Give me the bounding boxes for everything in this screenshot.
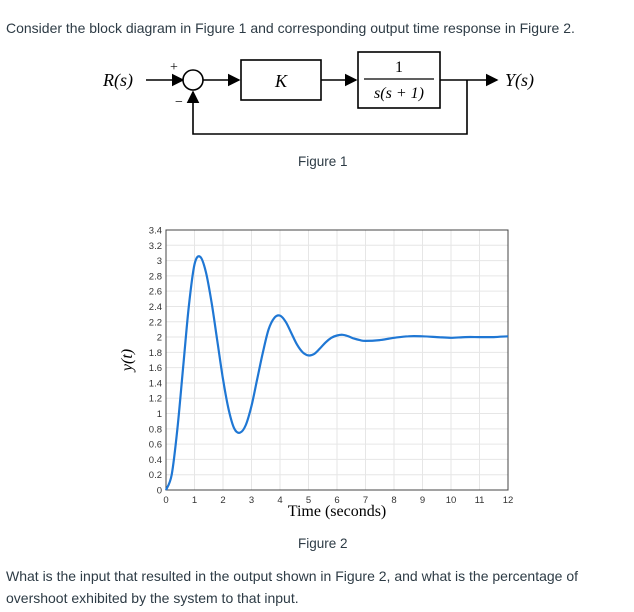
y-tick-label: 2.4 [149,302,162,313]
question-line-1: What is the input that resulted in the o… [6,568,579,584]
x-tick-label: 9 [420,495,425,506]
y-tick-label: 1.6 [149,363,162,374]
summing-junction [182,69,204,91]
y-tick-label: 0.8 [149,424,162,435]
y-tick-label: 2.6 [149,287,162,298]
plant-numerator: 1 [395,59,403,76]
y-tick-label: 0.4 [149,455,162,466]
y-tick-label: 0.6 [149,440,162,451]
x-tick-label: 2 [220,495,225,506]
x-tick-label: 5 [306,495,311,506]
output-label: Y(s) [505,70,534,91]
minus-sign: − [175,95,183,110]
intro-text: Consider the block diagram in Figure 1 a… [6,20,575,36]
x-tick-label: 0 [163,495,168,506]
controller-label: K [274,71,288,91]
x-tick-label: 3 [249,495,254,506]
y-tick-label: 2 [157,333,162,344]
plant-block [357,51,441,109]
y-tick-label: 0.2 [149,470,162,481]
y-tick-label: 3 [157,256,162,267]
figure1-caption: Figure 1 [298,154,348,169]
x-tick-label: 6 [334,495,339,506]
plot-frame [165,229,509,491]
x-tick-label: 7 [363,495,368,506]
block-diagram: R(s) + − K 1 s(s + 1) Y(s) [102,51,534,135]
y-tick-label: 1.2 [149,394,162,405]
feedback-path [186,80,468,135]
y-tick-label: 1.4 [149,378,162,389]
y-tick-label: 0 [157,486,162,497]
question-line-2: overshoot exhibited by the system to tha… [6,590,299,606]
plant-denominator: s(s + 1) [374,85,424,102]
y-axis-label: y(t) [119,349,136,373]
response-chart: 0 0.2 0.4 0.6 0.8 1 1.2 1.4 1.6 1.8 2 2.2 2.4 2.6 2.8 3… [119,226,514,521]
y-tick-label: 2.2 [149,317,162,328]
x-tick-label: 4 [277,495,282,506]
series-line [164,255,509,491]
y-tick-label: 2.8 [149,271,162,282]
x-tick-label: 1 [192,495,197,506]
y-tick-label: 3.4 [149,226,162,237]
x-tick-label: 11 [475,495,485,506]
x-tick-label: 10 [446,495,457,506]
figure2-caption: Figure 2 [298,536,348,551]
input-label: R(s) [102,70,133,91]
y-tick-label: 1.8 [149,348,162,359]
plus-sign: + [170,60,178,75]
x-tick-label: 12 [503,495,514,506]
x-tick-label: 8 [391,495,396,506]
y-tick-label: 1 [157,409,162,420]
x-axis-label: Time (seconds) [288,503,387,520]
y-tick-label: 3.2 [149,241,162,252]
